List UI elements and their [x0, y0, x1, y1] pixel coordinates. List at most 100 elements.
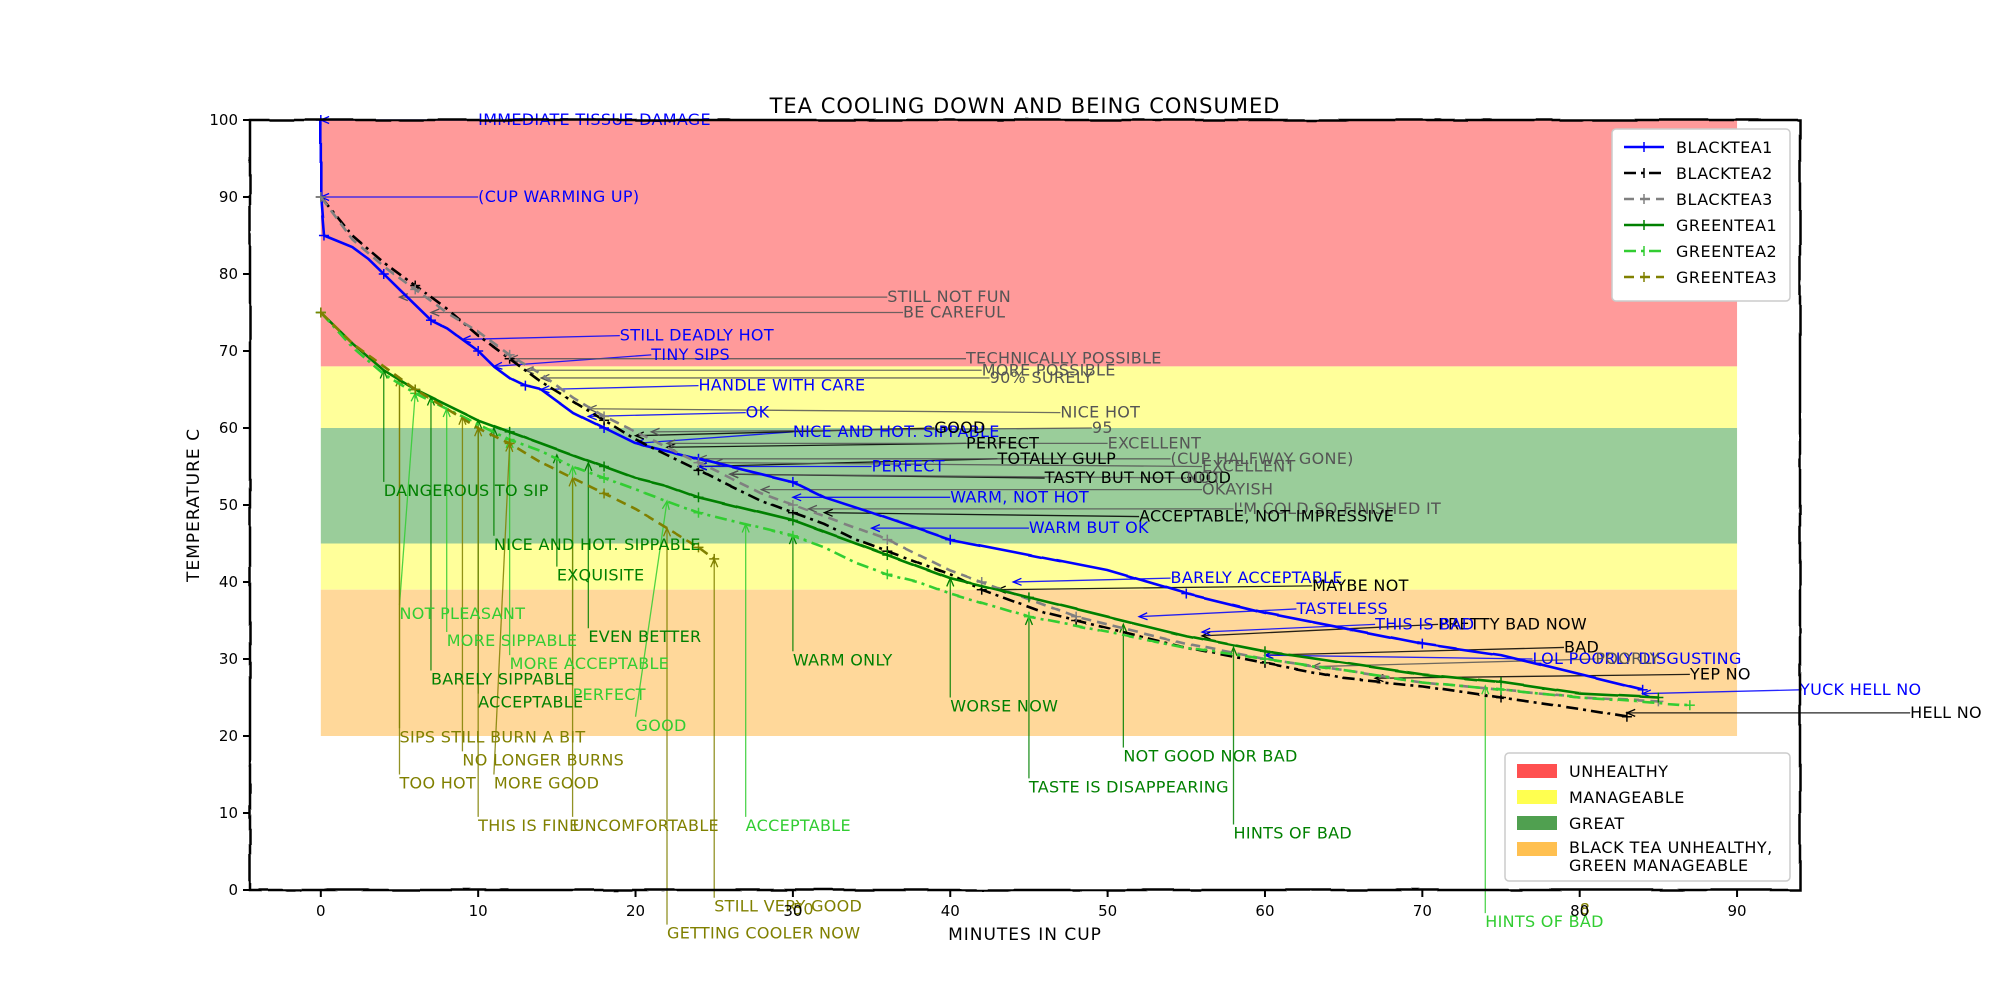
annotation-arrow [635, 431, 793, 445]
annotation-label: LOL POORLY DISGUSTING [1532, 649, 1741, 668]
data-point [693, 492, 704, 503]
annotation-label: 90% SURELY [990, 368, 1093, 387]
annotation-label: PERFECT [573, 685, 646, 704]
y-axis-label: TEMPERATURE C [184, 428, 204, 583]
data-point [787, 530, 798, 541]
legend-label: GREENTEA3 [1676, 268, 1777, 287]
legend-label: BLACKTEA3 [1676, 190, 1773, 209]
data-point [693, 457, 704, 468]
annotation-arrowhead [539, 373, 550, 383]
annotation-label: YUCK HELL NO [1799, 680, 1921, 699]
y-tick-label: 80 [219, 265, 238, 283]
annotation-label: HINTS OF BAD [1234, 824, 1352, 843]
x-tick-label: 90 [1728, 902, 1747, 920]
annotation-label: HINTS OF BAD [1485, 912, 1603, 931]
data-point [315, 192, 326, 202]
data-point [693, 507, 704, 518]
annotation-label: BARELY SIPPABLE [431, 670, 574, 689]
annotation-arrow [588, 408, 1061, 414]
zones-legend: UNHEALTHY MANAGEABLE GREAT BLACK TEA UNHEAL… [1504, 752, 1791, 882]
data-point [410, 384, 421, 395]
x-tick-label: 80 [1570, 902, 1589, 920]
annotation-label: STILL DEADLY HOT [620, 326, 774, 345]
annotation-arrow [1139, 608, 1297, 618]
annotation-label: MORE GOOD [494, 774, 599, 793]
annotation-label: PERFECT [872, 457, 945, 476]
x-tick-label: 40 [941, 902, 960, 920]
data-point [378, 269, 389, 279]
annotation-arrowhead [1200, 627, 1211, 636]
annotation-arrow [462, 334, 620, 341]
data-point [693, 542, 704, 553]
annotation-arrowhead [1137, 612, 1148, 621]
annotation-label: GOOD [935, 418, 986, 437]
zone-band-0 [320, 120, 1738, 367]
annotation-arrowhead [1119, 622, 1128, 633]
annotation-label: EXCELLENT [1108, 433, 1202, 452]
annotation-label: TASTE IS DISAPPEARING [1028, 777, 1229, 796]
annotation-label: NO LONGER BURNS [462, 750, 624, 769]
zone-legend-label: MANAGEABLE [1569, 788, 1685, 807]
data-point [599, 411, 610, 422]
y-tick-label: 90 [219, 188, 238, 206]
annotation-label: OKAYISH [1202, 480, 1273, 499]
annotation-arrowhead [1200, 631, 1211, 640]
annotation-label: BAD [1564, 637, 1599, 656]
legend-label: BLACKTEA2 [1676, 164, 1773, 183]
data-point [709, 553, 720, 564]
annotation-label: HELL NO [1910, 703, 1982, 722]
annotation-arrow [651, 427, 1092, 433]
annotation-label: OK [746, 403, 770, 422]
data-point [1181, 588, 1192, 599]
data-point [1023, 611, 1034, 622]
annotation-label: TECHNICALLY POSSIBLE [965, 349, 1162, 368]
zone-legend-swatch [1517, 790, 1557, 804]
annotation-label: TOO HOT [398, 774, 476, 793]
annotation-label: POORLY [1595, 649, 1659, 668]
data-point [504, 349, 515, 360]
annotation-label: 95 [1092, 418, 1113, 437]
annotation-label: STILL VERY GOOD [714, 897, 862, 916]
legend-label: BLACKTEA1 [1676, 138, 1773, 157]
zone-legend-label: UNHEALTHY [1569, 762, 1669, 781]
annotation-arrowhead [869, 523, 881, 533]
annotation-arrowhead [822, 508, 833, 517]
annotation-arrow [541, 385, 699, 391]
annotation-label: TASTELESS [1295, 599, 1388, 618]
annotation-label: 50 [793, 899, 814, 918]
legend-label: GREENTEA2 [1676, 242, 1777, 261]
annotation-label: (CUP WARMING UP) [478, 187, 639, 206]
annotation-arrow [493, 354, 652, 368]
annotation-arrow [1642, 689, 1801, 695]
annotation-arrowhead [661, 499, 670, 511]
zone-legend-label: GREAT [1569, 814, 1625, 833]
annotation-arrowhead [568, 464, 577, 476]
annotation-arrow [1375, 673, 1690, 679]
annotation-label: NOT PLEASANT [399, 604, 525, 623]
data-point [882, 569, 893, 580]
zones-legend-box [1504, 752, 1791, 882]
annotation-label: WORSE NOW [950, 697, 1058, 716]
annotation-label: HANDLE WITH CARE [698, 376, 865, 395]
annotation-label: SIPS STILL BURN A BIT [399, 727, 585, 746]
annotation-arrowhead [584, 460, 593, 472]
x-tick-label: 50 [1098, 902, 1117, 920]
annotation-arrow [1013, 577, 1171, 583]
annotation-arrow [1264, 646, 1564, 656]
data-point [315, 307, 326, 318]
data-point [318, 230, 329, 241]
zone-legend-label: BLACK TEA UNHEALTHY, GREEN MANAGEABLE [1569, 838, 1773, 875]
annotation-arrowhead [1481, 684, 1490, 695]
data-point [1684, 700, 1695, 711]
annotation-arrow [997, 585, 1313, 591]
grid-layer [250, 118, 1800, 892]
data-point [1621, 711, 1632, 722]
annotation-label: MORE SIPPABLE [447, 631, 578, 650]
annotation-label: WARM BUT OK [1029, 518, 1149, 537]
annotation-arrow [493, 443, 511, 775]
annotation-label: 8 [1580, 899, 1590, 918]
data-point [504, 438, 515, 449]
annotation-label: WARM, NOT HOT [950, 487, 1089, 506]
data-point [1637, 684, 1648, 695]
